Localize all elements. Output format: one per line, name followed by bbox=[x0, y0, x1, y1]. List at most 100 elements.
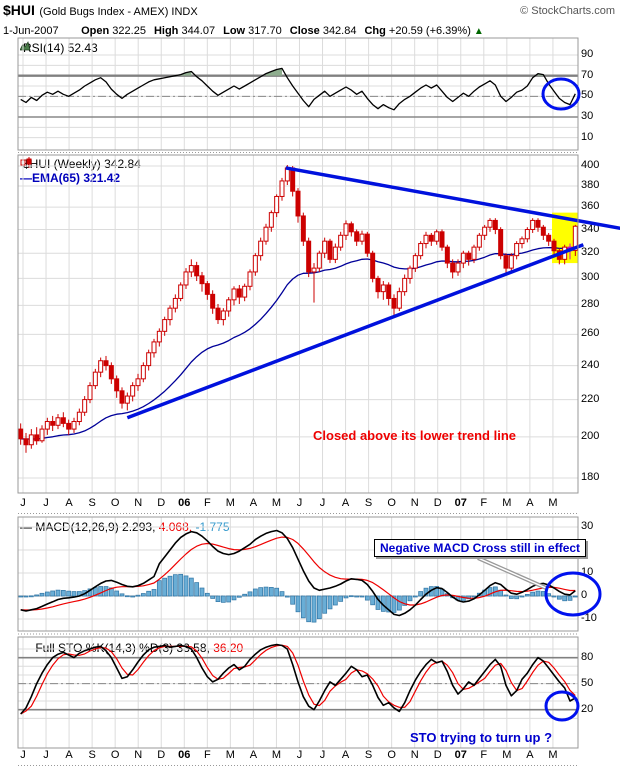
macd-annotation-box: Negative MACD Cross still in effect bbox=[374, 539, 587, 557]
month-label: J bbox=[43, 497, 49, 509]
month-label: F bbox=[203, 497, 211, 509]
month-label: O bbox=[387, 497, 396, 509]
axis-tick-label: 340 bbox=[581, 222, 600, 235]
month-label: M bbox=[548, 749, 558, 761]
axis-tick-label: 30 bbox=[581, 520, 594, 532]
rsi-legend: RSI(14) 52.43 bbox=[20, 41, 98, 55]
symbol: $HUI bbox=[3, 2, 35, 18]
quote-value: 322.25 bbox=[109, 25, 146, 37]
month-label: J bbox=[20, 749, 26, 761]
month-label: D bbox=[433, 497, 442, 509]
header-title: $HUI (Gold Bugs Index - AMEX) INDX bbox=[3, 2, 198, 20]
axis-tick-label: 360 bbox=[581, 200, 600, 213]
month-label: D bbox=[157, 749, 166, 761]
month-label: O bbox=[110, 497, 120, 509]
month-label: N bbox=[134, 749, 143, 761]
month-label: F bbox=[480, 497, 488, 509]
month-label: 06 bbox=[178, 497, 191, 509]
month-label: S bbox=[364, 497, 373, 509]
quote-values: Open 322.25 High 344.07 Low 317.70 Close 34… bbox=[73, 25, 471, 37]
month-label: A bbox=[526, 749, 534, 761]
month-label: A bbox=[249, 749, 258, 761]
month-label: M bbox=[225, 749, 235, 761]
quote-value: 344.07 bbox=[178, 25, 216, 37]
month-label: D bbox=[157, 497, 166, 509]
axis-tick-label: 0 bbox=[581, 589, 588, 601]
month-label: M bbox=[502, 497, 512, 509]
month-label: F bbox=[480, 749, 488, 761]
month-label: D bbox=[433, 749, 442, 761]
month-label: O bbox=[110, 749, 120, 761]
month-label: S bbox=[88, 749, 96, 761]
month-label: S bbox=[364, 749, 373, 761]
month-label: 07 bbox=[454, 497, 467, 509]
quote-key: Open bbox=[81, 25, 110, 37]
quote-date: 1-Jun-2007 bbox=[3, 25, 59, 37]
quote-value: +20.59 (+6.39%) bbox=[385, 25, 471, 37]
month-label: J bbox=[296, 749, 303, 761]
month-label: M bbox=[548, 497, 558, 509]
axis-tick-label: 380 bbox=[581, 179, 600, 192]
month-label: M bbox=[271, 497, 282, 509]
month-label: N bbox=[134, 497, 143, 509]
month-label: M bbox=[225, 497, 235, 509]
month-label: M bbox=[502, 749, 512, 761]
month-label: A bbox=[249, 497, 258, 509]
axis-tick-label: 10 bbox=[581, 566, 594, 578]
axis-tick-label: 10 bbox=[581, 130, 594, 143]
axis-tick-label: 320 bbox=[581, 246, 600, 259]
axis-tick-label: 220 bbox=[581, 392, 600, 405]
month-label: A bbox=[526, 497, 534, 509]
quote-key: Close bbox=[289, 25, 320, 37]
month-label: J bbox=[296, 497, 303, 509]
month-label: J bbox=[319, 749, 326, 761]
month-label: A bbox=[65, 497, 73, 509]
axis-tick-label: 400 bbox=[581, 159, 600, 171]
month-label: J bbox=[43, 749, 49, 761]
month-label: N bbox=[410, 749, 419, 761]
month-label: S bbox=[88, 497, 96, 509]
axis-tick-label: 90 bbox=[581, 48, 594, 60]
axis-tick-label: -10 bbox=[581, 612, 597, 624]
axis-tick-label: 240 bbox=[581, 358, 600, 371]
axis-tick-label: 260 bbox=[581, 327, 600, 340]
month-label: J bbox=[319, 497, 326, 509]
month-label: A bbox=[341, 497, 350, 509]
month-label: A bbox=[341, 749, 350, 761]
axis-tick-label: 50 bbox=[581, 89, 594, 102]
change-up-arrow-icon: ▲ bbox=[473, 26, 484, 37]
sto-annotation: STO trying to turn up ? bbox=[410, 730, 553, 745]
quote-value: 342.84 bbox=[319, 25, 357, 37]
month-label: A bbox=[65, 749, 73, 761]
copyright: © StockCharts.com bbox=[520, 5, 615, 17]
month-label: M bbox=[271, 749, 282, 761]
axis-tick-label: 50 bbox=[581, 676, 594, 689]
axis-tick-label: 30 bbox=[581, 110, 594, 122]
axis-tick-label: 300 bbox=[581, 271, 600, 284]
ema-legend: —EMA(65) 321.42 bbox=[20, 171, 121, 185]
month-label: F bbox=[203, 749, 211, 761]
symbol-description: (Gold Bugs Index - AMEX) INDX bbox=[39, 6, 198, 18]
quote-key: High bbox=[153, 25, 179, 37]
month-label: N bbox=[410, 497, 419, 509]
quote-key: Chg bbox=[364, 25, 386, 37]
sto-legend: — Full STO %K(14,3) %D(3) 33.58, 36.20 bbox=[20, 641, 244, 655]
axis-tick-label: 200 bbox=[581, 429, 600, 442]
macd-legend: — MACD(12,26,9) 2.293, 4.068, -1.775 bbox=[20, 520, 230, 534]
month-label: J bbox=[20, 497, 26, 509]
axis-tick-label: 70 bbox=[581, 68, 594, 81]
month-label: 07 bbox=[454, 749, 467, 761]
axis-tick-label: 20 bbox=[581, 702, 594, 715]
axis-tick-label: 80 bbox=[581, 650, 594, 663]
axis-tick-label: 280 bbox=[581, 298, 600, 311]
quote-key: Low bbox=[223, 25, 246, 37]
axis-tick-label: 180 bbox=[581, 471, 600, 483]
quote-line: 1-Jun-2007 Open 322.25 High 344.07 Low 317… bbox=[3, 21, 484, 39]
month-label: O bbox=[387, 749, 396, 761]
quote-value: 317.70 bbox=[245, 25, 282, 37]
price-legend: $HUI (Weekly) 342.84 bbox=[20, 157, 141, 171]
month-label: 06 bbox=[178, 749, 191, 761]
price-annotation: Closed above its lower trend line bbox=[313, 428, 516, 443]
